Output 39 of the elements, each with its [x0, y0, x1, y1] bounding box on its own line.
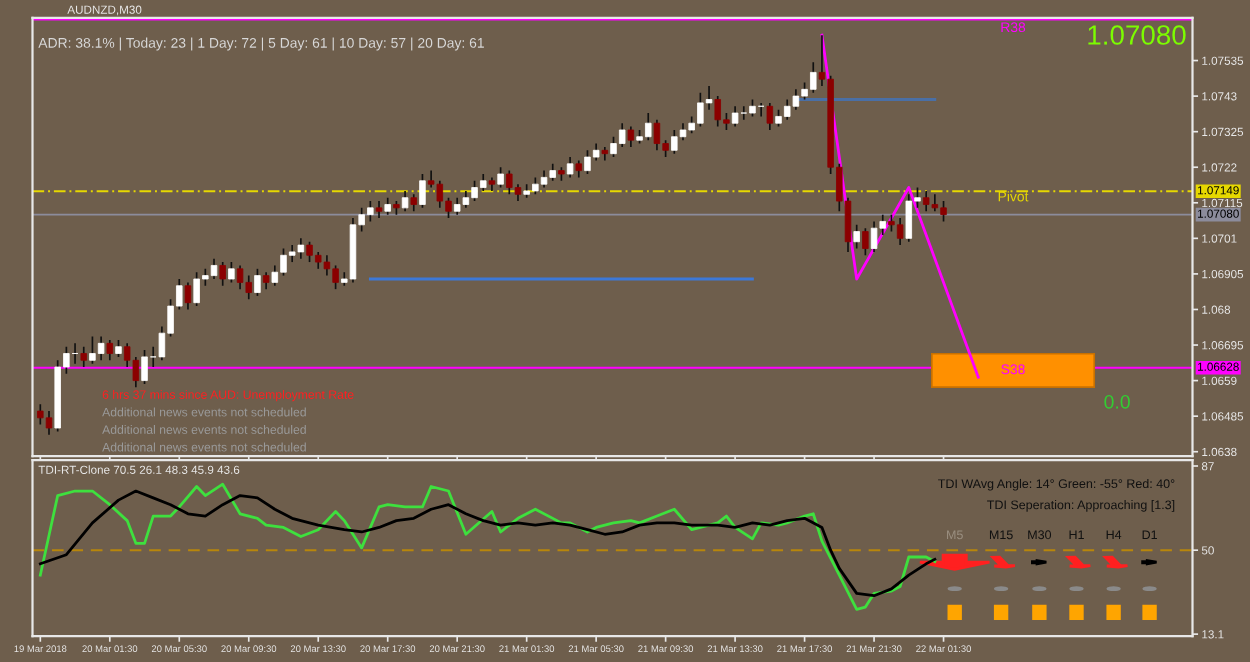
candlestick: [618, 122, 626, 148]
candlestick: [896, 217, 904, 246]
candlestick: [740, 105, 748, 121]
candlestick: [506, 169, 513, 196]
candlestick: [401, 190, 409, 213]
candlestick: [653, 118, 661, 152]
candlestick: [228, 261, 235, 284]
candlestick: [922, 190, 930, 213]
candlestick: [297, 237, 305, 260]
candlestick: [419, 173, 426, 209]
candlestick: [106, 339, 114, 362]
candlestick: [627, 125, 635, 148]
candlestick: [731, 105, 739, 128]
candlestick: [219, 261, 226, 287]
candlestick: [671, 129, 678, 155]
candlestick: [766, 102, 774, 131]
candlestick: [436, 179, 444, 209]
annotation: 0.0: [1104, 394, 1130, 409]
candlestick: [323, 254, 331, 277]
candlestick: [853, 223, 860, 250]
candlestick: [141, 349, 148, 385]
candlestick: [566, 156, 574, 179]
candlestick: [236, 264, 244, 290]
line-series: [820, 33, 980, 379]
candlestick: [792, 88, 800, 111]
candlestick: [783, 98, 791, 121]
candlestick: [45, 410, 53, 436]
candlestick: [184, 281, 192, 311]
annotation: 1.07080: [1088, 25, 1186, 45]
candlestick: [870, 220, 878, 253]
candlestick: [862, 227, 869, 257]
candlestick: [254, 267, 261, 297]
candlestick: [245, 274, 252, 301]
candlestick: [97, 335, 105, 362]
candlestick: [80, 345, 87, 368]
candlestick: [37, 403, 44, 426]
candlestick: [905, 193, 913, 243]
candlestick: [497, 166, 504, 189]
candlestick: [210, 257, 218, 280]
